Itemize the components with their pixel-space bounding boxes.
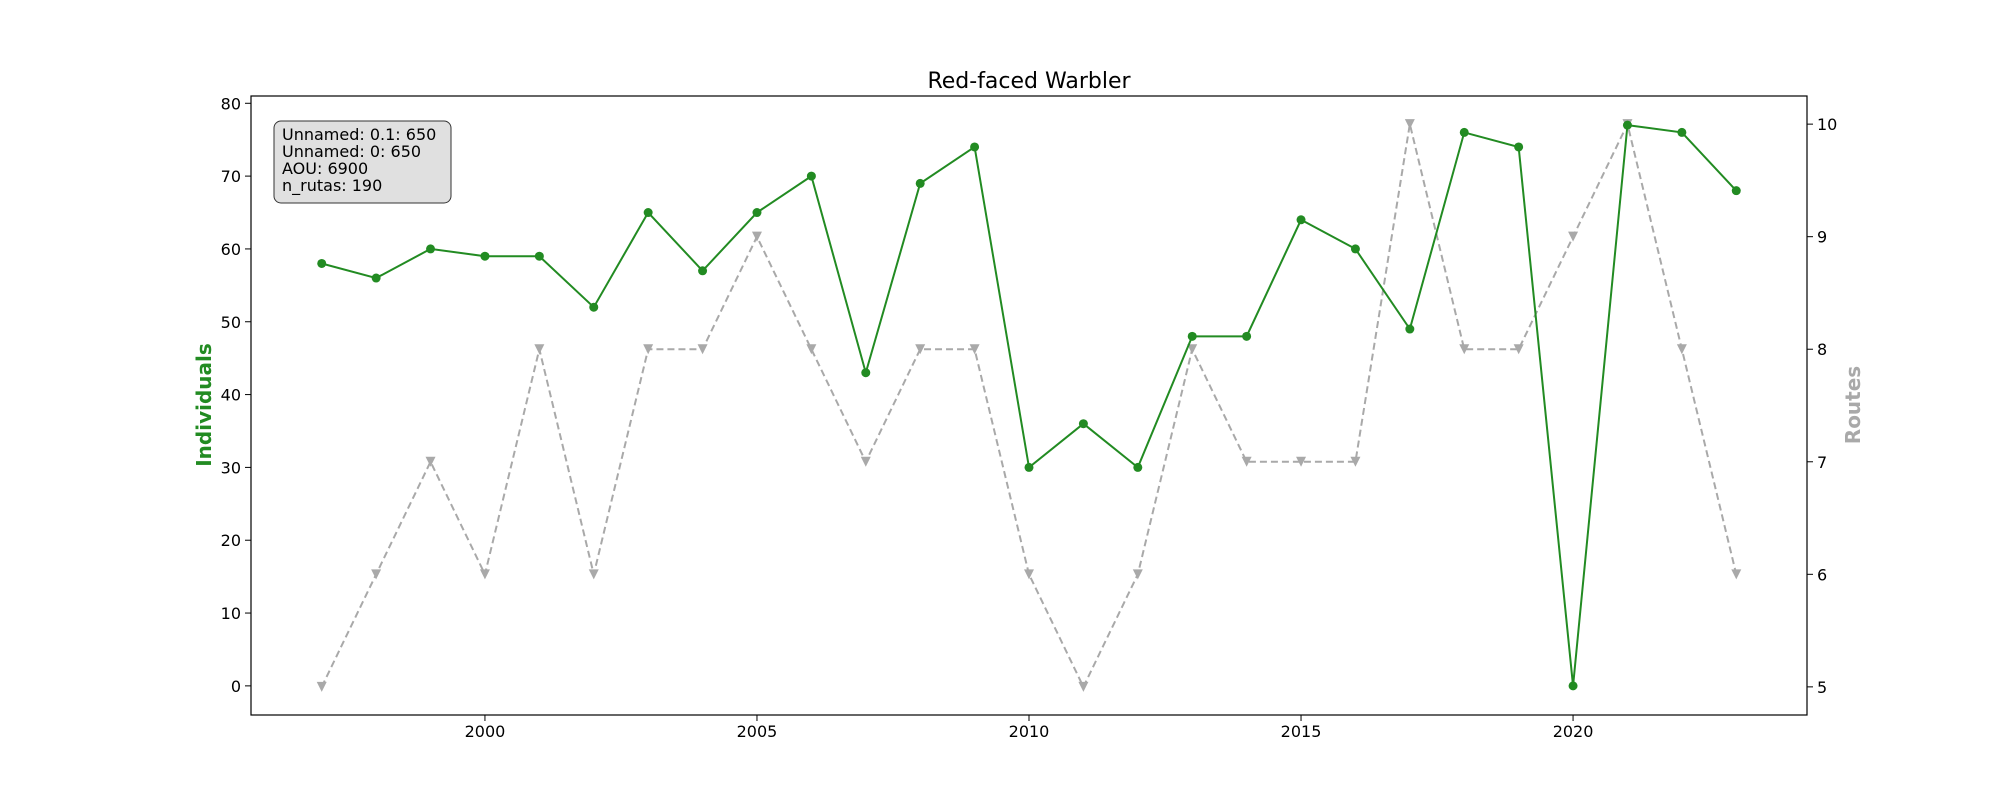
y-left-tick-label: 50: [221, 313, 241, 332]
individuals-point: [915, 178, 925, 188]
individuals-point: [1024, 462, 1034, 472]
individuals-point: [480, 251, 490, 261]
individuals-point: [1133, 462, 1143, 472]
routes-point: [1132, 569, 1143, 580]
routes-point: [643, 344, 654, 355]
routes-point: [1296, 456, 1307, 467]
info-line: Unnamed: 0.1: 650: [282, 125, 436, 144]
routes-point: [371, 569, 382, 580]
routes-point: [425, 456, 436, 467]
routes-point: [860, 456, 871, 467]
individuals-series: [317, 120, 1741, 691]
x-tick-label: 2005: [737, 722, 778, 741]
individuals-line: [321, 124, 1738, 686]
y-right-tick-label: 6: [1817, 565, 1827, 584]
individuals-point: [589, 302, 599, 312]
routes-point: [1241, 456, 1252, 467]
routes-point: [479, 569, 490, 580]
routes-point: [697, 344, 708, 355]
x-tick-label: 2020: [1553, 722, 1594, 741]
individuals-point: [1296, 215, 1306, 225]
routes-point: [969, 344, 980, 355]
individuals-point: [806, 171, 816, 181]
routes-series: [316, 119, 1742, 692]
x-tick-label: 2015: [1281, 722, 1322, 741]
info-line: n_rutas: 190: [282, 176, 382, 196]
y-right-tick-label: 5: [1817, 678, 1827, 697]
routes-line: [320, 121, 1738, 690]
routes-point: [1731, 569, 1742, 580]
plot-area: [250, 95, 1808, 716]
individuals-point: [1350, 244, 1360, 254]
routes-point: [915, 344, 926, 355]
info-box-background: [273, 120, 452, 204]
routes-point: [1024, 569, 1034, 580]
individuals-point: [317, 258, 327, 268]
y-right-tick-label: 8: [1817, 340, 1827, 359]
y-left-tick-label: 20: [221, 531, 241, 550]
individuals-point: [752, 208, 762, 218]
x-tick-label: 2010: [1009, 722, 1050, 741]
routes-point: [534, 344, 545, 355]
y-left-tick-label: 70: [221, 167, 241, 186]
info-line: AOU: 6900: [282, 159, 368, 178]
info-box: Unnamed: 0.1: 650 Unnamed: 0: 650 AOU: 6…: [273, 120, 452, 204]
routes-point: [588, 569, 599, 580]
y-right-tick-label: 10: [1817, 115, 1837, 134]
y-left-tick-label: 80: [221, 94, 241, 113]
individuals-point: [1514, 142, 1524, 152]
individuals-point: [534, 251, 544, 261]
y-left-tick-label: 10: [221, 604, 241, 623]
y-right-tick-label: 9: [1817, 228, 1827, 247]
routes-point: [806, 344, 817, 355]
individuals-point: [1459, 127, 1469, 137]
y-axis-left: 0 10 20 30 40 50 60 70 80: [221, 94, 251, 696]
individuals-point: [1078, 419, 1088, 429]
y-axis-right-label: Routes: [1841, 366, 1865, 444]
individuals-point: [698, 266, 708, 276]
individuals-point: [371, 273, 381, 283]
routes-point: [1676, 344, 1687, 355]
individuals-point: [861, 368, 871, 378]
y-axis-right: 5 6 7 8 9 10: [1807, 115, 1837, 697]
y-left-tick-label: 40: [221, 386, 241, 405]
routes-point: [751, 231, 762, 242]
routes-point: [1350, 456, 1361, 467]
info-line: Unnamed: 0: 650: [282, 142, 421, 161]
y-left-tick-label: 60: [221, 240, 241, 259]
routes-point: [1404, 119, 1415, 130]
individuals-point: [1568, 681, 1578, 691]
individuals-point: [1622, 120, 1632, 130]
y-left-tick-label: 30: [221, 458, 241, 477]
individuals-point: [1187, 331, 1197, 341]
routes-point: [1459, 344, 1470, 355]
individuals-point: [1242, 331, 1252, 341]
individuals-point: [1677, 127, 1687, 137]
routes-point: [1078, 681, 1089, 692]
y-axis-left-label: Individuals: [192, 343, 216, 467]
individuals-point: [1731, 186, 1741, 196]
routes-point: [1513, 344, 1524, 355]
routes-point: [316, 681, 327, 692]
x-axis: 2000 2005 2010 2015 2020: [465, 715, 1594, 741]
routes-point: [1568, 231, 1579, 242]
individuals-point: [970, 142, 980, 152]
individuals-point: [1405, 324, 1415, 334]
routes-point: [1187, 344, 1198, 355]
chart-title: Red-faced Warbler: [927, 69, 1131, 94]
y-right-tick-label: 7: [1817, 453, 1827, 472]
individuals-point: [426, 244, 436, 254]
individuals-point: [643, 208, 653, 218]
y-left-tick-label: 0: [231, 677, 241, 696]
x-tick-label: 2000: [465, 722, 506, 741]
